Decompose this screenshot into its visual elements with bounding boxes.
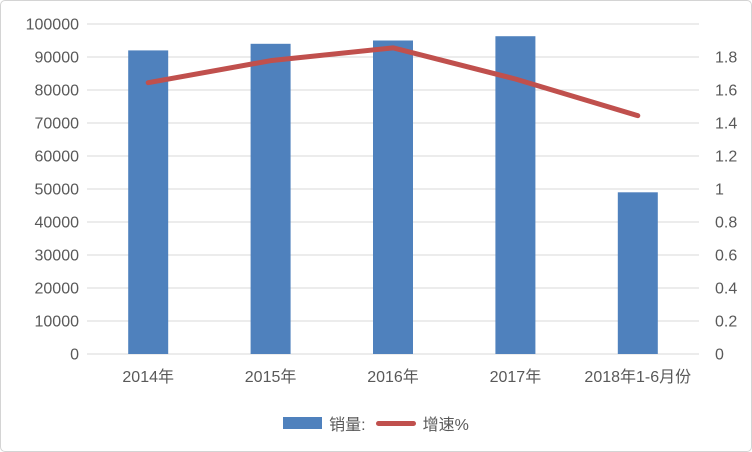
right-axis-tick-label: 1.2 bbox=[715, 149, 737, 166]
combo-chart-plot: 0 0 10000 0.2 20000 0.4 30000 0.6 40000 0.8 50000 1… bbox=[26, 17, 738, 387]
growth-series-label: 增速% bbox=[422, 417, 469, 434]
right-axis-tick-label: 0.4 bbox=[715, 281, 737, 298]
bar-2016年 bbox=[373, 40, 413, 354]
legend-item-sales: 销量: bbox=[283, 411, 366, 435]
right-axis-tick-label: 0.6 bbox=[715, 248, 737, 265]
growth-rate-line bbox=[145, 45, 641, 119]
right-axis-tick-label: 0 bbox=[715, 347, 724, 364]
category-label: 2015年 bbox=[245, 368, 297, 386]
bar-2018年1-6月份 bbox=[617, 192, 658, 354]
left-axis-tick-label: 90000 bbox=[35, 50, 80, 67]
category-label: 2017年 bbox=[490, 368, 542, 386]
growth-series-swatch bbox=[375, 420, 416, 426]
left-axis-tick-label: 50000 bbox=[35, 182, 80, 199]
left-axis-tick-label: 40000 bbox=[35, 215, 80, 232]
right-axis-tick-label: 1.4 bbox=[715, 116, 737, 133]
category-label: 2014年 bbox=[122, 368, 174, 386]
bar-2014年 bbox=[128, 50, 169, 355]
legend-item-growth: 增速% bbox=[375, 411, 469, 435]
right-axis-tick-label: 0.8 bbox=[715, 215, 737, 232]
right-axis-tick-label: 1 bbox=[715, 182, 724, 199]
bar-2017年 bbox=[495, 36, 536, 355]
category-label: 2018年1-6月份 bbox=[584, 368, 691, 386]
left-axis-tick-label: 0 bbox=[70, 347, 79, 364]
left-axis-tick-label: 30000 bbox=[35, 248, 80, 265]
left-axis-tick-label: 10000 bbox=[35, 314, 80, 331]
left-axis-tick-label: 100000 bbox=[26, 17, 79, 34]
category-label: 2016年 bbox=[367, 368, 419, 386]
sales-series-swatch bbox=[283, 417, 323, 429]
sales-series-label: 销量: bbox=[329, 417, 366, 434]
left-axis-tick-label: 70000 bbox=[35, 116, 80, 133]
right-axis-tick-label: 0.2 bbox=[715, 314, 737, 331]
right-axis-tick-label: 1.8 bbox=[715, 50, 737, 67]
left-axis-tick-label: 20000 bbox=[35, 281, 80, 298]
left-axis-tick-label: 60000 bbox=[35, 149, 80, 166]
bar-2015年 bbox=[250, 43, 291, 355]
right-axis-tick-label: 1.6 bbox=[715, 83, 737, 100]
chart-legend: 销量: 增速% bbox=[1, 412, 751, 434]
left-axis-tick-label: 80000 bbox=[35, 83, 80, 100]
